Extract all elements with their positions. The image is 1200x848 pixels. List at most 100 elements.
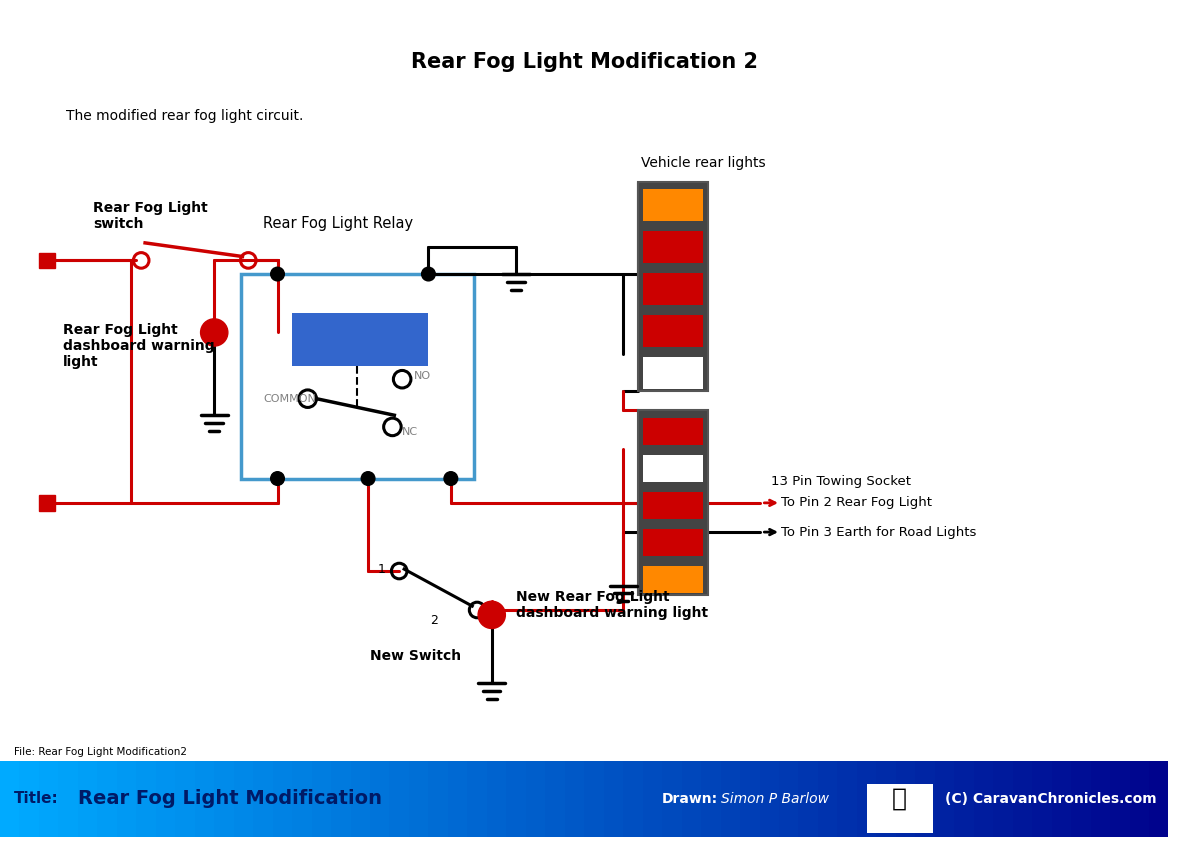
Bar <box>876 761 896 837</box>
Text: Rear Fog Light
dashboard warning
light: Rear Fog Light dashboard warning light <box>64 323 215 369</box>
Circle shape <box>200 319 228 346</box>
Bar <box>487 761 508 837</box>
Bar <box>38 761 59 837</box>
Bar <box>390 761 410 837</box>
Circle shape <box>361 471 374 485</box>
Bar <box>643 566 703 594</box>
Text: 1: 1 <box>378 562 385 576</box>
Bar <box>467 761 488 837</box>
Bar <box>584 761 605 837</box>
Bar <box>38 253 54 268</box>
Bar <box>701 761 721 837</box>
Bar <box>857 761 877 837</box>
Bar <box>643 492 703 520</box>
Bar <box>643 189 703 221</box>
Circle shape <box>421 267 436 281</box>
Bar <box>740 761 761 837</box>
Text: The modified rear fog light circuit.: The modified rear fog light circuit. <box>66 109 304 122</box>
Bar <box>1072 761 1092 837</box>
Bar <box>370 761 390 837</box>
Text: Simon P Barlow: Simon P Barlow <box>720 792 828 806</box>
Bar <box>720 761 742 837</box>
Text: Rear Fog Light Modification 2: Rear Fog Light Modification 2 <box>410 52 757 72</box>
Bar <box>545 761 565 837</box>
Bar <box>253 761 274 837</box>
Bar <box>637 410 708 595</box>
Bar <box>137 761 157 837</box>
Bar <box>272 761 293 837</box>
Bar <box>1091 761 1111 837</box>
Bar <box>215 761 235 837</box>
Bar <box>428 761 449 837</box>
Bar <box>604 761 624 837</box>
Text: NO: NO <box>414 371 431 382</box>
Bar <box>916 761 936 837</box>
Circle shape <box>478 601 505 628</box>
Bar <box>506 761 527 837</box>
Bar <box>643 418 703 445</box>
Bar <box>798 761 818 837</box>
Text: Vehicle rear lights: Vehicle rear lights <box>641 156 766 170</box>
Bar <box>935 761 955 837</box>
Bar <box>643 232 703 264</box>
Text: File: Rear Fog Light Modification2: File: Rear Fog Light Modification2 <box>13 747 187 757</box>
Text: COMMON: COMMON <box>263 393 316 404</box>
Bar <box>779 761 799 837</box>
Bar <box>292 761 312 837</box>
Bar <box>312 761 332 837</box>
Text: To Pin 2 Rear Fog Light: To Pin 2 Rear Fog Light <box>781 496 932 510</box>
Bar <box>292 313 428 365</box>
Bar <box>1150 761 1170 837</box>
Bar <box>973 761 994 837</box>
Bar <box>994 761 1014 837</box>
Bar <box>78 761 98 837</box>
Bar <box>643 529 703 556</box>
Bar <box>350 761 371 837</box>
Bar <box>954 761 974 837</box>
Bar <box>643 455 703 483</box>
Bar <box>1013 761 1033 837</box>
Bar <box>643 357 703 389</box>
Bar <box>97 761 118 837</box>
Bar <box>19 761 40 837</box>
Bar <box>59 761 79 837</box>
Bar <box>38 495 54 510</box>
Bar <box>194 761 215 837</box>
Bar <box>818 761 839 837</box>
Text: New Switch: New Switch <box>370 649 461 663</box>
Text: 🚐: 🚐 <box>893 787 907 811</box>
Bar <box>1110 761 1130 837</box>
Bar <box>241 274 474 478</box>
Bar <box>643 273 703 305</box>
Bar <box>643 315 703 347</box>
Bar <box>1051 761 1072 837</box>
Bar <box>896 761 917 837</box>
Text: (C) CaravanChronicles.com: (C) CaravanChronicles.com <box>944 792 1156 806</box>
Text: New Rear Fog Light
dashboard warning light: New Rear Fog Light dashboard warning lig… <box>516 590 708 620</box>
Circle shape <box>271 471 284 485</box>
Bar <box>116 761 137 837</box>
Bar <box>234 761 254 837</box>
Bar <box>760 761 780 837</box>
Text: Rear Fog Light
switch: Rear Fog Light switch <box>94 201 209 232</box>
Bar <box>1129 761 1150 837</box>
Bar <box>838 761 858 837</box>
Text: Title:: Title: <box>13 791 59 806</box>
Bar <box>662 761 683 837</box>
Bar <box>526 761 546 837</box>
Text: NC: NC <box>402 427 419 437</box>
Circle shape <box>444 471 457 485</box>
Bar <box>1032 761 1052 837</box>
Bar <box>331 761 352 837</box>
Text: 13 Pin Towing Socket: 13 Pin Towing Socket <box>772 475 911 488</box>
Bar <box>565 761 586 837</box>
Bar <box>409 761 430 837</box>
Text: 2: 2 <box>431 614 438 627</box>
Text: Drawn:: Drawn: <box>662 792 719 806</box>
Bar <box>623 761 643 837</box>
Circle shape <box>271 267 284 281</box>
Text: Rear Fog Light Relay: Rear Fog Light Relay <box>263 215 413 231</box>
Text: To Pin 3 Earth for Road Lights: To Pin 3 Earth for Road Lights <box>781 526 977 538</box>
Bar <box>682 761 702 837</box>
Bar <box>866 784 932 833</box>
